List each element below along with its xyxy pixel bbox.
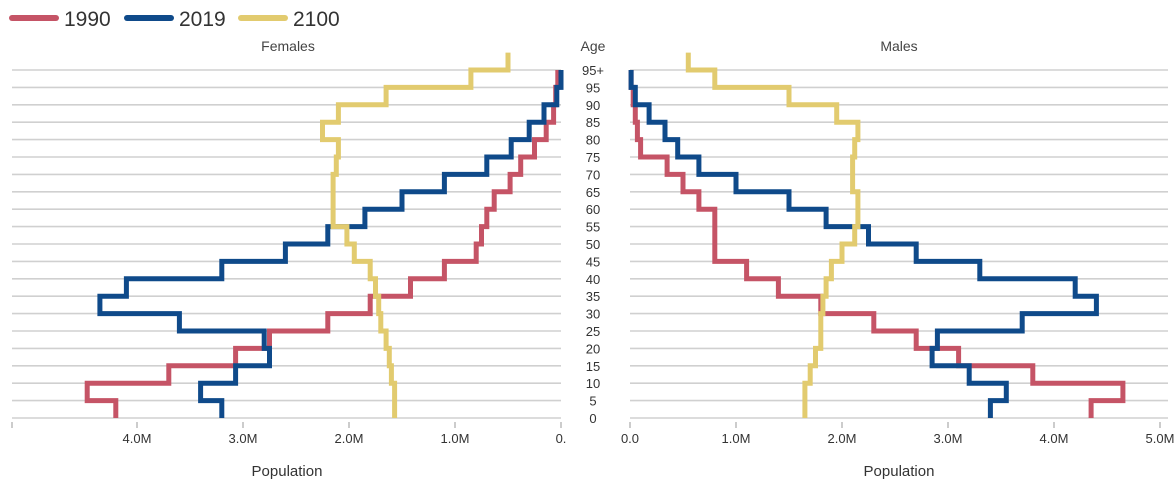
x-tick-label-males: 1.0M (722, 431, 751, 446)
x-tick-label-males: 2.0M (828, 431, 857, 446)
age-tick-label: 65 (586, 185, 600, 200)
panel-title-males: Males (880, 38, 917, 54)
age-tick-label: 90 (586, 98, 600, 113)
age-tick-label: 55 (586, 220, 600, 235)
age-tick-label: 30 (586, 307, 600, 322)
age-tick-label: 95 (586, 80, 600, 95)
age-axis-title: Age (581, 38, 606, 54)
series-line-1990-males (628, 70, 1126, 418)
age-tick-label: 80 (586, 133, 600, 148)
x-tick-label-females: 3.0M (229, 431, 258, 446)
x-tick-label-females: 4.0M (123, 431, 152, 446)
x-tick-label-males: 3.0M (934, 431, 963, 446)
series-lines (84, 52, 1126, 418)
age-tick-label: 70 (586, 167, 600, 182)
age-tick-label: 85 (586, 115, 600, 130)
x-tick-label-females: 0. (556, 431, 567, 446)
x-tick-label-males: 5.0M (1146, 431, 1175, 446)
series-line-2019-males (628, 70, 1099, 418)
age-tick-label: 60 (586, 202, 600, 217)
series-line-2019-females (97, 70, 564, 418)
age-tick-label: 35 (586, 289, 600, 304)
age-tick-label: 15 (586, 359, 600, 374)
series-line-1990-females (84, 70, 561, 418)
age-tick-label: 95+ (582, 63, 604, 78)
x-tick-label-females: 1.0M (441, 431, 470, 446)
x-tick-label-females: 2.0M (335, 431, 364, 446)
legend-label: 1990 (64, 8, 111, 31)
panel-title-females: Females (261, 38, 315, 54)
age-tick-label: 50 (586, 237, 600, 252)
age-tick-label: 0 (589, 411, 596, 426)
panel-titles: Females Males Age (261, 38, 918, 54)
legend: 1990 2019 2100 (9, 8, 340, 31)
age-tick-label: 10 (586, 376, 600, 391)
series-line-2100-females (320, 52, 511, 418)
x-axis-title-females: Population (252, 463, 323, 480)
x-tick-label-males: 4.0M (1040, 431, 1069, 446)
x-tick-label-males: 0.0 (621, 431, 639, 446)
age-tick-label: 75 (586, 150, 600, 165)
age-tick-label: 40 (586, 272, 600, 287)
legend-label: 2019 (179, 8, 226, 31)
legend-label: 2100 (293, 8, 340, 31)
series-line-2100-males (685, 52, 861, 418)
age-tick-label: 20 (586, 341, 600, 356)
age-tick-label: 5 (589, 394, 596, 409)
x-axes: 4.0M 3.0M 2.0M 1.0M 0. 0.0 1.0M 2.0M 3.0M 4.0M 5.0… (11, 422, 1175, 480)
age-tick-label: 45 (586, 254, 600, 269)
x-axis-title-males: Population (864, 463, 935, 480)
age-axis: 0 5 10 15 20 25 30 35 40 45 50 55 60 65 70 75 80 85 90 95 95… (582, 63, 604, 426)
age-tick-label: 25 (586, 324, 600, 339)
